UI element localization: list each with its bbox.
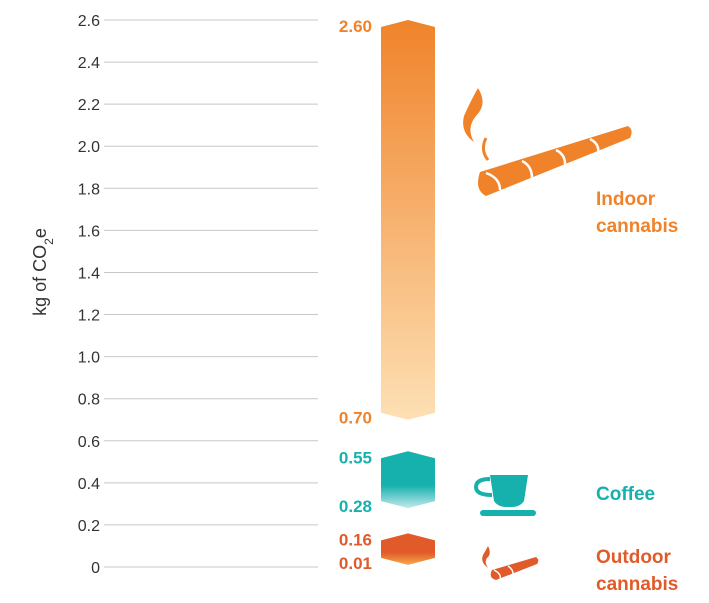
y-tick-labels: 0 0.2 0.4 0.6 0.8 1.0 1.2 1.4 1.6 1.8 2.0 2.2 2.4 2.6 — [78, 13, 100, 577]
y-tick-label: 0.4 — [78, 476, 100, 493]
y-axis-label: kg of CO2e — [30, 228, 56, 316]
y-tick-label: 1.8 — [78, 181, 100, 198]
coffee-cup-icon — [473, 475, 536, 516]
y-tick-label: 0 — [91, 560, 100, 577]
low-value-label: 0.28 — [339, 497, 372, 516]
y-tick-label: 1.4 — [78, 265, 100, 282]
y-tick-label: 1.6 — [78, 223, 100, 240]
category-label: cannabis — [596, 574, 678, 595]
y-tick-label: 2.2 — [78, 97, 100, 114]
y-tick-label: 1.2 — [78, 308, 100, 325]
y-tick-label: 1.0 — [78, 350, 100, 367]
category-label: Coffee — [596, 484, 655, 505]
range-bar — [381, 533, 435, 565]
high-value-label: 0.16 — [339, 530, 372, 549]
low-value-label: 0.01 — [339, 554, 372, 573]
category-label: Outdoor — [596, 547, 672, 568]
y-tick-label: 2.4 — [78, 55, 100, 72]
range-bars — [381, 20, 435, 565]
low-value-label: 0.70 — [339, 409, 372, 428]
range-bar — [381, 20, 435, 420]
value-labels: 2.60 0.70 0.55 0.28 0.16 0.01 — [339, 17, 372, 573]
high-value-label: 2.60 — [339, 17, 372, 36]
small-joint-icon — [482, 546, 539, 581]
joint-icon — [463, 88, 632, 196]
category-labels: Indoor cannabis Coffee Outdoor cannabis — [596, 189, 678, 595]
y-tick-label: 2.0 — [78, 139, 100, 156]
y-tick-label: 0.2 — [78, 518, 100, 535]
range-bar — [381, 451, 435, 509]
category-label: Indoor — [596, 189, 656, 210]
grid-lines — [104, 19, 318, 568]
category-label: cannabis — [596, 216, 678, 237]
y-tick-label: 0.6 — [78, 434, 100, 451]
y-tick-label: 2.6 — [78, 13, 100, 30]
y-tick-label: 0.8 — [78, 392, 100, 409]
high-value-label: 0.55 — [339, 448, 372, 467]
